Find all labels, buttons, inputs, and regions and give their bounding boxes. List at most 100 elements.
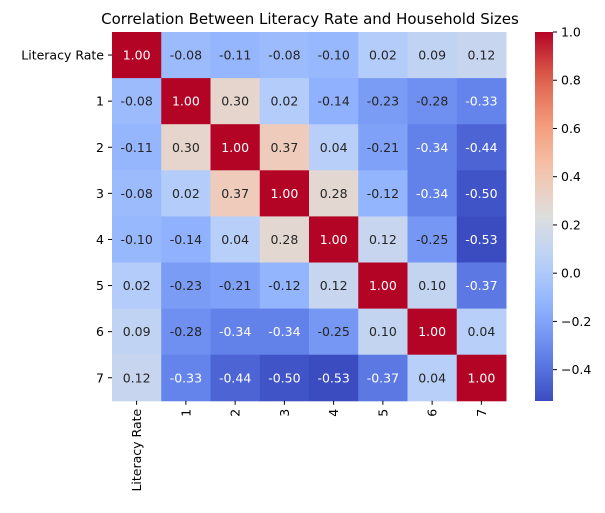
cell-value-label: 1.00 xyxy=(467,370,495,385)
cell-value-label: 0.37 xyxy=(221,186,249,201)
heatmap-cell xyxy=(161,170,211,217)
cell-value-label: 0.02 xyxy=(172,186,200,201)
cell-value-label: 0.12 xyxy=(467,48,495,63)
cell-value-label: 1.00 xyxy=(270,186,298,201)
x-tick-label: 1 xyxy=(178,409,193,417)
cell-value-label: -0.23 xyxy=(367,94,399,109)
cell-value-label: -0.50 xyxy=(268,370,300,385)
cell-value-label: 1.00 xyxy=(123,48,151,63)
cell-value-label: 1.00 xyxy=(418,324,446,339)
x-tick-label: 5 xyxy=(375,409,390,417)
heatmap-cell xyxy=(210,32,261,79)
cell-value-label: 0.04 xyxy=(418,370,446,385)
heatmap-cell xyxy=(456,78,507,125)
y-tick-label: 7 xyxy=(96,370,104,385)
colorbar-tick-label: 0.6 xyxy=(561,121,581,136)
cell-value-label: 0.10 xyxy=(369,324,397,339)
cell-value-label: 0.04 xyxy=(467,324,495,339)
heatmap-cell xyxy=(456,170,507,217)
cell-value-label: 0.30 xyxy=(221,94,249,109)
cell-value-label: -0.53 xyxy=(317,370,349,385)
heatmap-cell xyxy=(358,308,408,356)
heatmap-cell xyxy=(112,354,162,402)
y-tick-label: 6 xyxy=(96,324,104,339)
cell-value-label: 0.09 xyxy=(418,48,446,63)
y-tick-label: Literacy Rate xyxy=(21,48,104,63)
cell-value-label: -0.23 xyxy=(170,278,202,293)
heatmap-cell xyxy=(161,32,211,79)
heatmap-cell xyxy=(259,78,310,125)
heatmap-cell xyxy=(358,124,408,171)
cell-value-label: -0.44 xyxy=(465,140,497,155)
heatmap-cell xyxy=(407,124,458,171)
heatmap-cell xyxy=(358,32,408,79)
heatmap-cell xyxy=(259,354,310,402)
y-tick-label: 3 xyxy=(96,186,104,201)
heatmap-cell xyxy=(210,262,261,310)
heatmap-cell xyxy=(112,124,162,171)
y-tick-label: 1 xyxy=(96,94,104,109)
heatmap-cell xyxy=(407,354,458,402)
heatmap-cell xyxy=(259,262,310,310)
x-tick-label: Literacy Rate xyxy=(129,408,144,491)
heatmap-cell xyxy=(309,308,359,356)
heatmap-cell xyxy=(309,262,359,310)
cell-value-label: -0.12 xyxy=(367,186,399,201)
cell-value-label: -0.34 xyxy=(219,324,251,339)
cell-value-label: -0.34 xyxy=(416,186,448,201)
heatmap-cell xyxy=(456,308,507,356)
cell-value-label: -0.08 xyxy=(120,186,152,201)
heatmap-cells: 1.00 -0.08 -0.11 -0.08 -0.10 0.02 0.09 0.12 -0.0… xyxy=(112,32,507,402)
cell-value-label: -0.34 xyxy=(416,140,448,155)
cell-value-label: 0.04 xyxy=(320,140,348,155)
colorbar-tick-label: 0.8 xyxy=(561,73,581,88)
cell-value-label: -0.53 xyxy=(465,232,497,247)
heatmap-cell xyxy=(407,262,458,310)
heatmap-cell xyxy=(407,78,458,125)
cell-value-label: -0.37 xyxy=(367,370,399,385)
heatmap-cell xyxy=(358,354,408,402)
cell-value-label: -0.34 xyxy=(268,324,300,339)
cell-value-label: 0.30 xyxy=(172,140,200,155)
cell-value-label: -0.21 xyxy=(219,278,251,293)
heatmap-cell xyxy=(112,78,162,125)
x-tick-label: 7 xyxy=(474,409,489,417)
cell-value-label: -0.33 xyxy=(170,370,202,385)
heatmap-cell xyxy=(456,216,507,263)
cell-value-label: -0.37 xyxy=(465,278,497,293)
heatmap-cell xyxy=(210,78,261,125)
cell-value-label: -0.44 xyxy=(219,370,251,385)
cell-value-label: -0.11 xyxy=(219,48,251,63)
heatmap-cell xyxy=(309,32,359,79)
y-tick-label: 2 xyxy=(96,140,104,155)
cell-value-label: 0.10 xyxy=(418,278,446,293)
heatmap-cell xyxy=(407,32,458,79)
heatmap-cell xyxy=(309,216,359,263)
colorbar-tick-label: 0.2 xyxy=(561,217,581,232)
cell-value-label: 0.28 xyxy=(270,232,298,247)
heatmap-cell xyxy=(210,216,261,263)
heatmap-cell xyxy=(161,216,211,263)
x-tick-label: 6 xyxy=(425,409,440,417)
cell-value-label: -0.28 xyxy=(416,94,448,109)
heatmap-cell xyxy=(210,170,261,217)
heatmap-cell xyxy=(358,170,408,217)
heatmap-cell xyxy=(259,216,310,263)
heatmap-cell xyxy=(456,32,507,79)
heatmap-cell xyxy=(358,262,408,310)
heatmap-cell xyxy=(161,78,211,125)
heatmap-cell xyxy=(309,78,359,125)
heatmap-cell xyxy=(161,262,211,310)
chart-title: Correlation Between Literacy Rate and Ho… xyxy=(101,10,519,28)
heatmap-cell xyxy=(161,354,211,402)
cell-value-label: -0.08 xyxy=(268,48,300,63)
heatmap-cell xyxy=(210,354,261,402)
heatmap-cell xyxy=(259,308,310,356)
cell-value-label: 0.28 xyxy=(320,186,348,201)
colorbar-tick-label: 0.4 xyxy=(561,169,581,184)
cell-value-label: -0.50 xyxy=(465,186,497,201)
heatmap-cell xyxy=(456,262,507,310)
heatmap-cell xyxy=(259,124,310,171)
heatmap-cell xyxy=(161,308,211,356)
